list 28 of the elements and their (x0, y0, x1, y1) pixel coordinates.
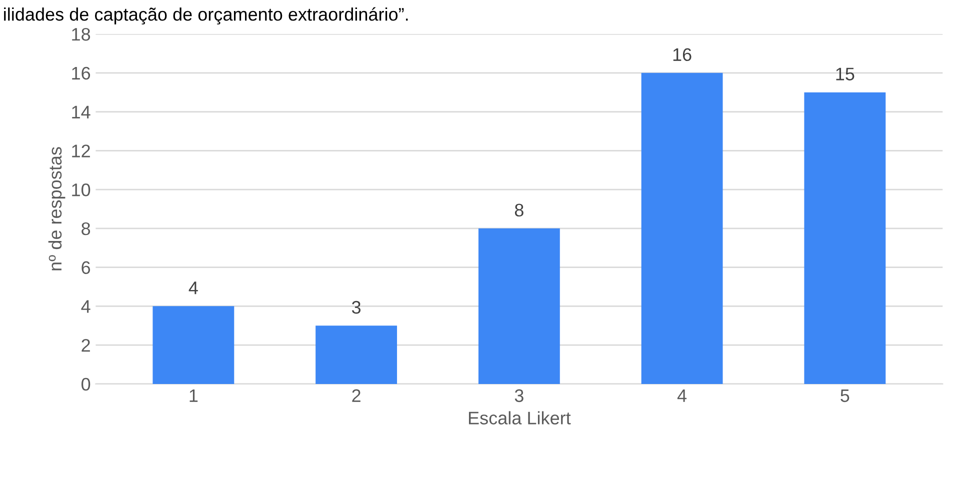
bar (152, 306, 234, 384)
data-label: 3 (352, 300, 361, 314)
x-tick-label: 5 (840, 389, 850, 402)
y-tick-label: 2 (82, 338, 90, 352)
y-tick-label: 4 (81, 300, 90, 313)
data-label: 4 (188, 282, 198, 294)
bar (316, 326, 398, 384)
y-tick-label: 6 (82, 261, 90, 274)
x-tick-label: 1 (190, 389, 198, 402)
y-tick-label: 0 (82, 378, 90, 391)
x-tick-label: 2 (352, 389, 360, 402)
bar (641, 72, 723, 384)
data-label: 15 (836, 68, 854, 80)
x-tick-label: 4 (677, 389, 687, 402)
y-tick-label: 16 (72, 66, 90, 80)
chart-title: ilidades de captação de orçamento extraordinário”. (4, 7, 408, 24)
y-tick-label: 8 (82, 222, 90, 236)
y-axis-title: nº de respostas (48, 147, 66, 270)
x-axis-title: Escala Likert (468, 411, 571, 424)
x-tick-label: 3 (514, 389, 524, 402)
y-tick-label: 18 (72, 28, 90, 41)
data-label: 8 (514, 204, 524, 217)
data-label: 16 (673, 48, 692, 61)
y-tick-label: 12 (72, 144, 90, 158)
y-tick-label: 10 (72, 183, 90, 196)
bar (478, 228, 560, 384)
y-tick-label: 14 (72, 106, 90, 118)
bar (804, 92, 886, 384)
